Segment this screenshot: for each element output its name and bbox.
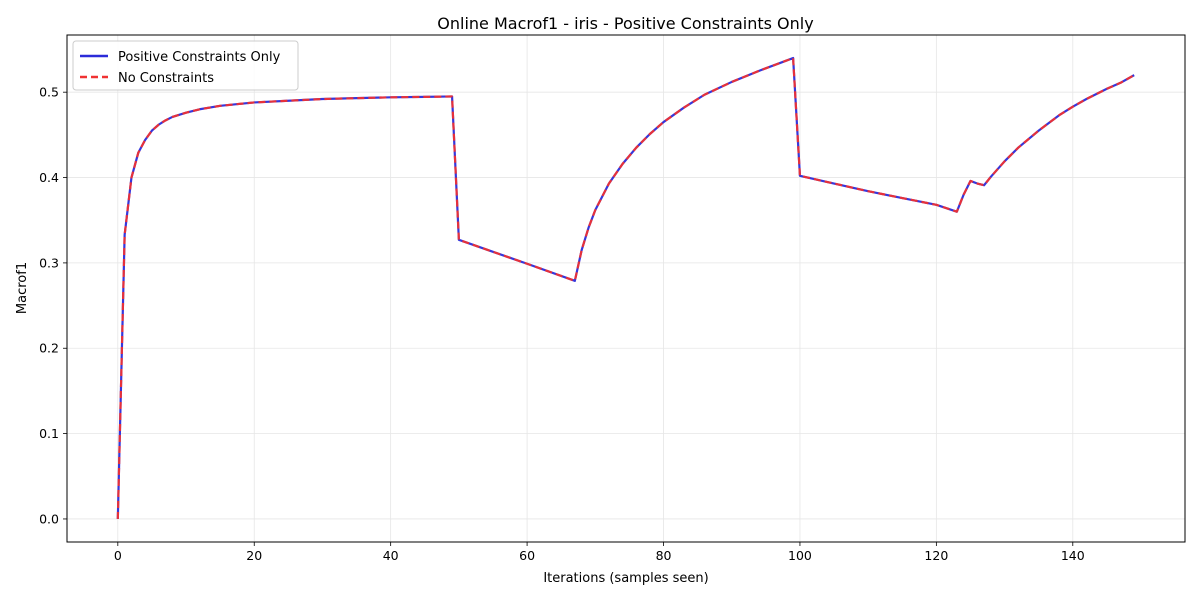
series-line-no-constraints bbox=[116, 56, 1135, 519]
legend-box bbox=[72, 40, 299, 91]
x-tick-label: 0 bbox=[114, 548, 122, 563]
x-tick-label: 20 bbox=[246, 548, 262, 563]
x-tick-label: 140 bbox=[1061, 548, 1085, 563]
legend-label-positive-constraints-only: Positive Constraints Only bbox=[118, 50, 281, 65]
y-tick-label: 0.2 bbox=[39, 341, 59, 356]
y-tick-label: 0.0 bbox=[39, 511, 59, 526]
x-tick-label: 120 bbox=[924, 548, 948, 563]
series-lines bbox=[116, 56, 1135, 519]
x-tick-label: 40 bbox=[383, 548, 399, 563]
legend-label-no-constraints: No Constraints bbox=[118, 71, 214, 86]
y-tick-label: 0.4 bbox=[39, 170, 59, 185]
legend: Positive Constraints Only No Constraints bbox=[72, 40, 299, 91]
y-tick-label: 0.1 bbox=[39, 426, 59, 441]
chart-title: Online Macrof1 - iris - Positive Constra… bbox=[437, 14, 813, 33]
grid-lines bbox=[67, 35, 1185, 542]
y-axis-label: Macrof1 bbox=[15, 262, 30, 314]
x-tick-label: 60 bbox=[519, 548, 535, 563]
x-axis-label: Iterations (samples seen) bbox=[543, 571, 708, 586]
y-tick-label: 0.5 bbox=[39, 85, 59, 100]
x-tick-label: 100 bbox=[788, 548, 812, 563]
axis-ticks: 0 20 40 60 80 100 120 140 0.0 0.1 0.2 0.3 0.4 0.5 bbox=[39, 85, 1085, 563]
y-tick-label: 0.3 bbox=[39, 255, 59, 270]
plot-frame bbox=[66, 34, 1186, 543]
x-tick-label: 80 bbox=[656, 548, 672, 563]
